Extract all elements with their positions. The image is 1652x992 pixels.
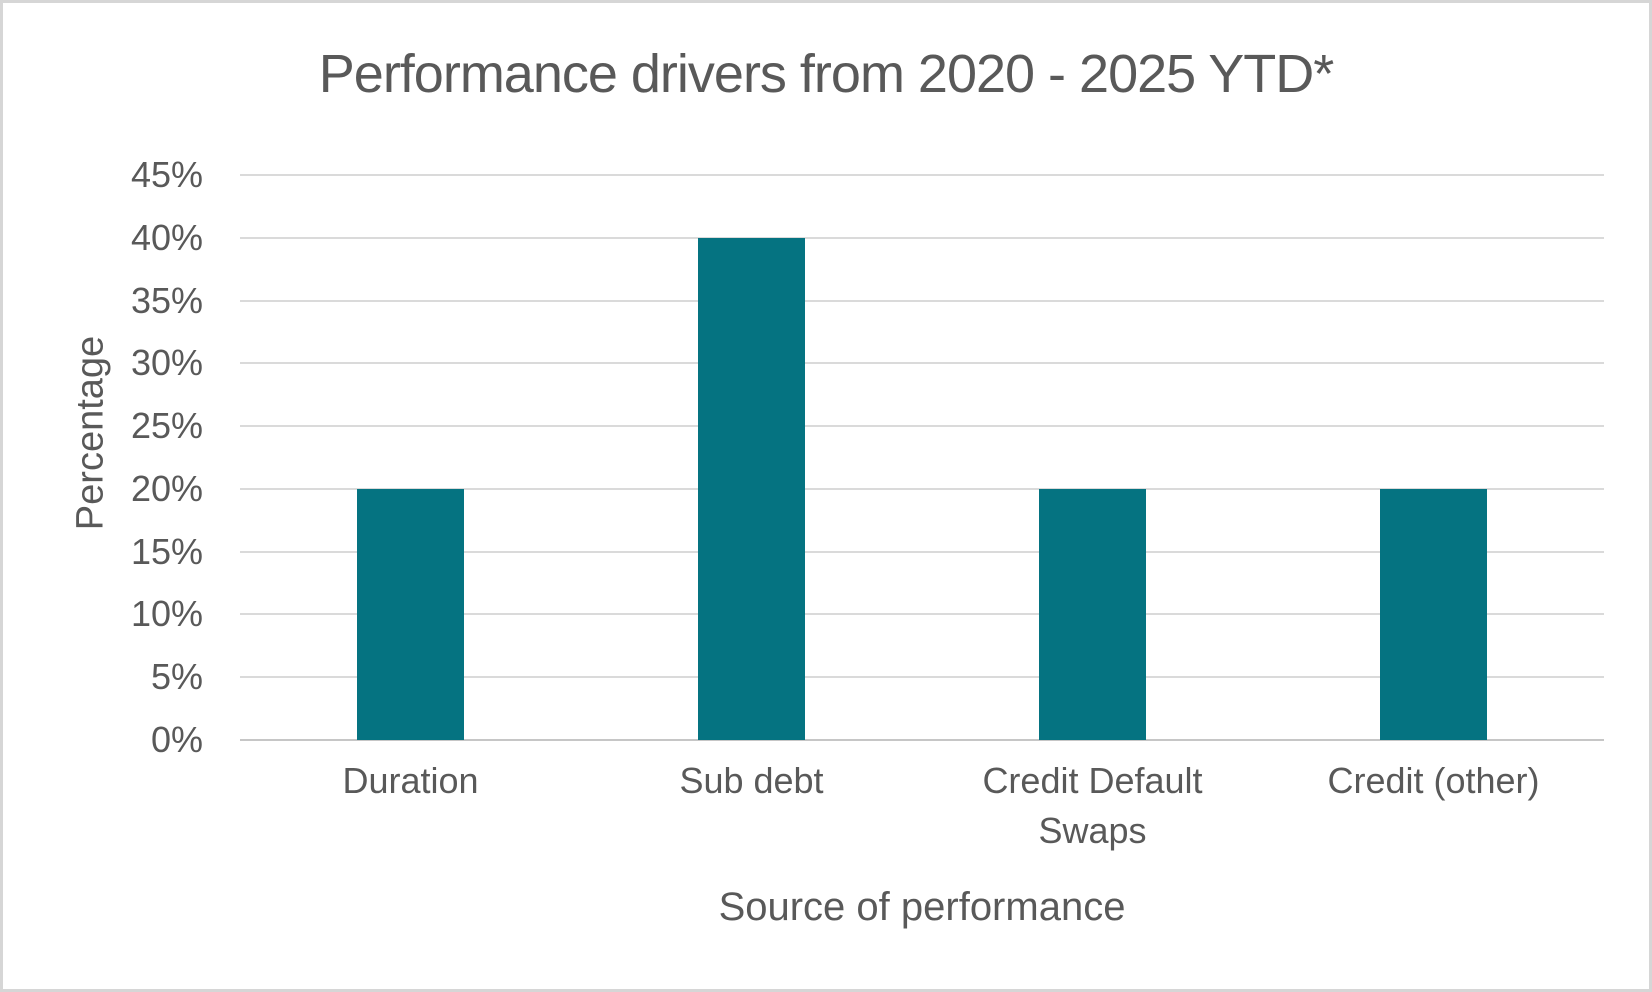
bar-sub-debt [698,237,805,740]
y-gridline [240,425,1604,428]
y-tick-label: 20% [130,467,203,509]
y-gridline [240,236,1604,239]
x-category-label: Sub debt [679,760,824,801]
x-axis-title: Source of performance [718,885,1126,929]
y-tick-label: 30% [130,342,203,384]
plot-area [240,174,1604,741]
bar-duration [357,488,464,740]
y-gridline [240,676,1604,679]
y-gridline [240,487,1604,490]
y-tick-label: 35% [130,279,203,321]
bar-credit-default-swaps [1039,488,1146,740]
chart-title: Performance drivers from 2020 - 2025 YTD… [318,44,1334,104]
y-gridline [240,299,1604,302]
y-gridline [240,613,1604,616]
y-tick-label: 10% [130,593,203,635]
x-axis-line [240,739,1604,741]
y-tick-label: 45% [130,154,203,195]
y-tick-label: 40% [130,216,203,258]
bar-credit-other [1380,488,1487,740]
y-tick-label: 25% [130,405,203,447]
x-category-label: Duration [342,760,479,801]
y-gridline [240,362,1604,365]
y-tick-label: 5% [150,656,203,698]
y-tick-label: 15% [130,530,203,572]
y-tick-label: 0% [150,719,203,760]
x-category-label: Credit (other) [1327,760,1540,801]
x-category-label: Credit Default Swaps [982,760,1203,851]
y-gridline [240,174,1604,176]
y-gridline [240,550,1604,553]
